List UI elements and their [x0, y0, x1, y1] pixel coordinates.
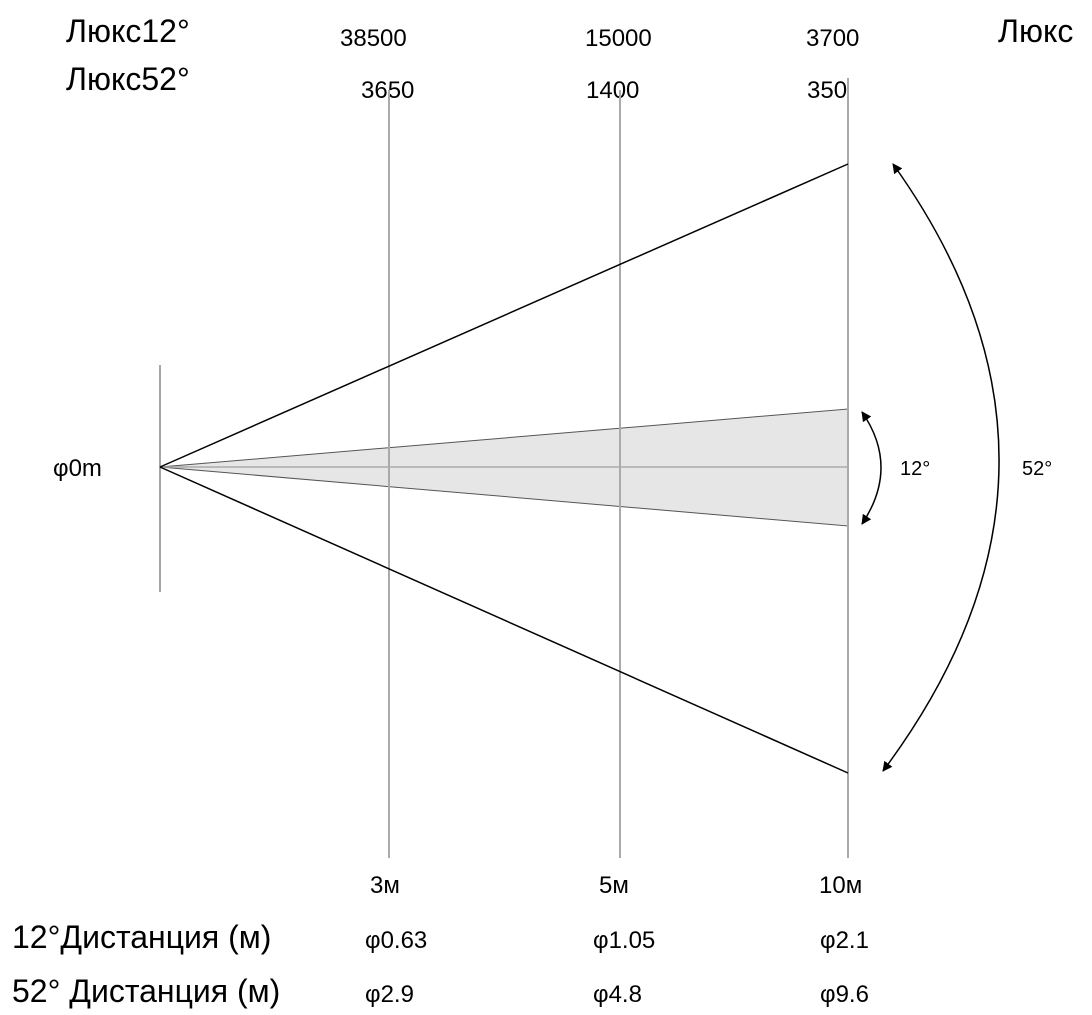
distance-3m-label: 3м	[370, 872, 400, 899]
lux-12-value-3m: 38500	[340, 25, 407, 52]
lux-52-value-10m: 350	[807, 77, 847, 104]
angle-12-arc	[861, 411, 882, 525]
lux-unit-label: Люкс	[998, 13, 1073, 49]
distance-10m-label: 10м	[819, 872, 862, 899]
diameter-12-3m: φ0.63	[365, 927, 427, 954]
lux-52-value-5m: 1400	[586, 77, 639, 104]
lux-52-label: Люкс52°	[66, 61, 190, 97]
lux-52-value-3m: 3650	[361, 77, 414, 104]
lux-12-label: Люкс12°	[66, 13, 190, 49]
diameter-12-5m: φ1.05	[593, 927, 655, 954]
diameter-12-row-label: 12°Дистанция (м)	[12, 919, 271, 955]
angle-52-arc	[882, 163, 1000, 772]
lux-12-value-5m: 15000	[585, 25, 652, 52]
beam-52-upper-edge	[159, 163, 849, 468]
origin-label: φ0m	[53, 455, 102, 482]
beam-52-lower-edge	[159, 466, 849, 774]
lux-12-value-10m: 3700	[806, 25, 859, 52]
diameter-52-3m: φ2.9	[365, 981, 414, 1008]
diameter-52-5m: φ4.8	[593, 981, 642, 1008]
diameter-52-row-label: 52° Дистанция (м)	[12, 973, 280, 1009]
angle-52-label: 52°	[1022, 458, 1052, 480]
angle-12-label: 12°	[900, 458, 930, 480]
distance-5m-label: 5м	[599, 872, 629, 899]
diameter-52-10m: φ9.6	[820, 981, 869, 1008]
diameter-12-10m: φ2.1	[820, 927, 869, 954]
